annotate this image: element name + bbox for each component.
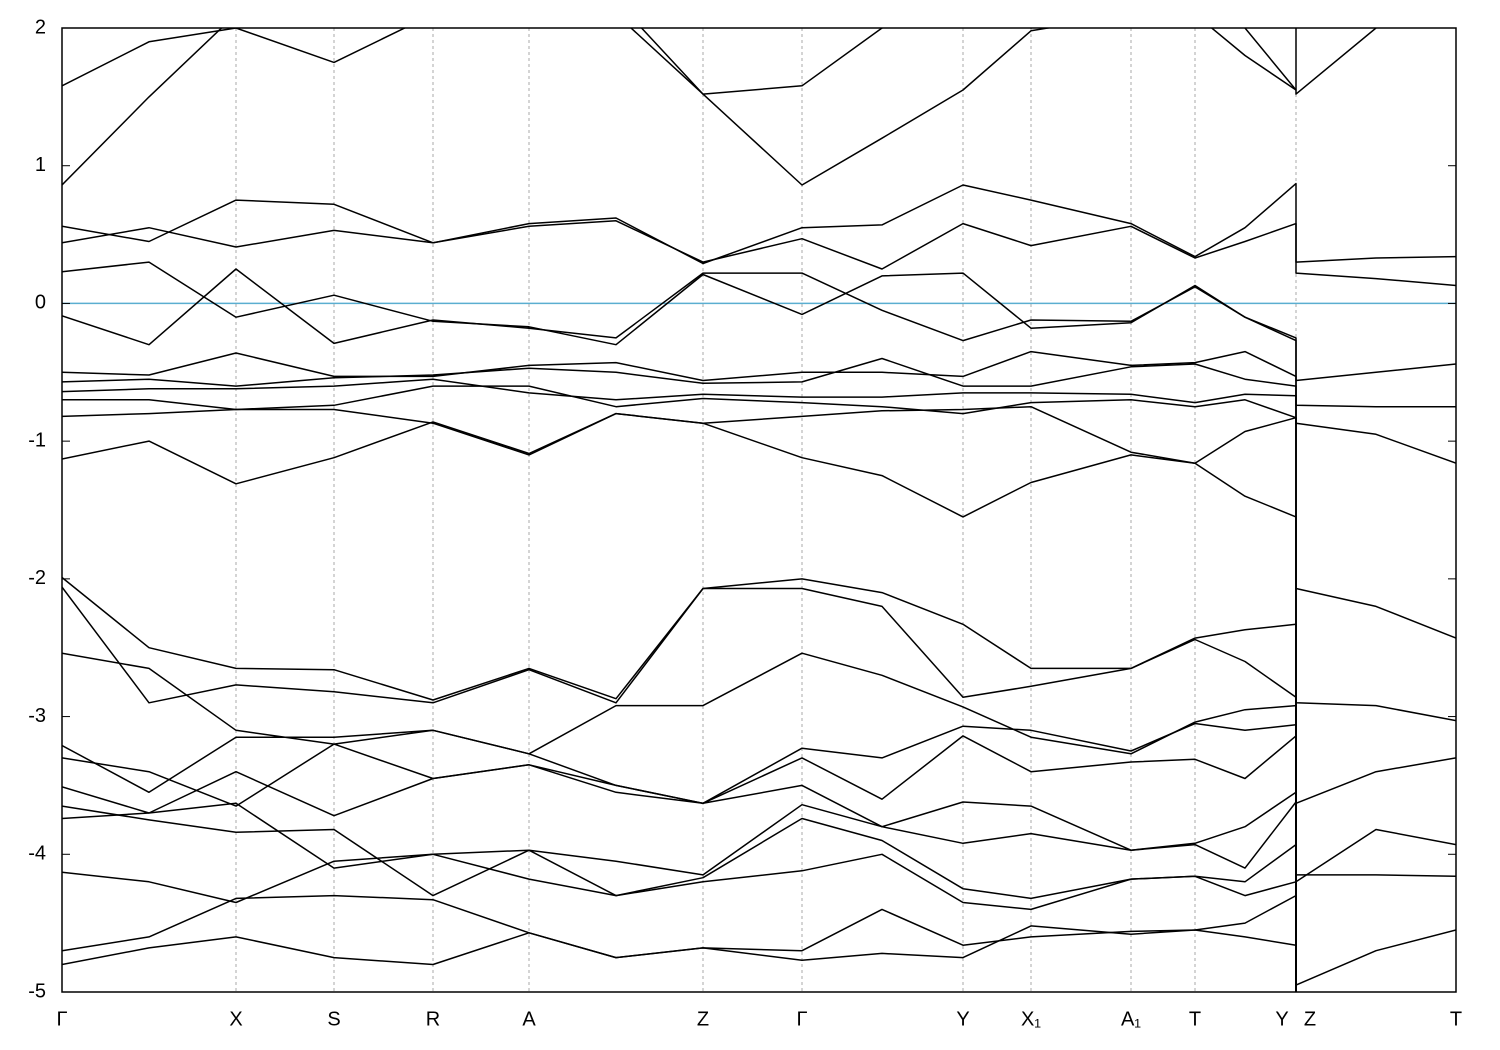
- y-tick-label: -2: [28, 567, 46, 589]
- band-line: [62, 652, 1297, 992]
- band-line: [62, 735, 1297, 992]
- band-line: [62, 385, 1456, 805]
- band-line: [62, 849, 1297, 992]
- x-tick-label: Z: [697, 1008, 709, 1030]
- band-line: [62, 722, 1297, 992]
- x-tick-label: S: [327, 1008, 340, 1030]
- band-line: [62, 357, 1456, 639]
- band-line: [62, 894, 1297, 992]
- x-tick-label: X₁: [1021, 1008, 1041, 1030]
- grid: [61, 28, 1457, 992]
- x-tick-label: T: [1189, 1008, 1201, 1030]
- band-line: [62, 28, 1297, 186]
- band-line: [62, 412, 1456, 883]
- band-line: [62, 378, 1456, 722]
- bands: [62, 28, 1456, 992]
- band-line: [62, 28, 1378, 95]
- band-line: [62, 261, 1456, 382]
- x-tick-label: Y: [956, 1008, 969, 1030]
- y-tick-label: 1: [35, 154, 46, 176]
- x-tick-label: Y: [1275, 1008, 1288, 1030]
- plot-frame: [61, 27, 1457, 993]
- band-line: [62, 586, 1297, 992]
- band-line: [62, 802, 1297, 992]
- band-line: [62, 182, 1456, 265]
- y-tick-label: -1: [28, 429, 46, 451]
- band-line: [62, 268, 1456, 408]
- x-tick-label: R: [426, 1008, 440, 1030]
- y-tick-label: -4: [28, 843, 46, 865]
- band-line: [62, 764, 1297, 992]
- x-tick-label: A: [522, 1008, 536, 1030]
- x-tick-label: T: [1450, 1008, 1462, 1030]
- x-tick-label: Z: [1304, 1008, 1316, 1030]
- x-tick-label: Γ: [56, 1008, 67, 1030]
- band-line: [62, 801, 1297, 992]
- band-line: [62, 405, 1456, 878]
- x-tick-label: A₁: [1121, 1008, 1141, 1030]
- band-line: [62, 220, 1456, 287]
- y-tick-label: -3: [28, 705, 46, 727]
- y-tick-label: 0: [35, 292, 46, 314]
- band-line: [62, 925, 1297, 992]
- band-line: [62, 350, 1456, 464]
- x-tick-label: Γ: [796, 1008, 807, 1030]
- y-tick-label: 2: [35, 16, 46, 38]
- band-line: [62, 576, 1456, 986]
- x-tick-label: X: [229, 1008, 242, 1030]
- y-tick-label: -5: [28, 980, 46, 1002]
